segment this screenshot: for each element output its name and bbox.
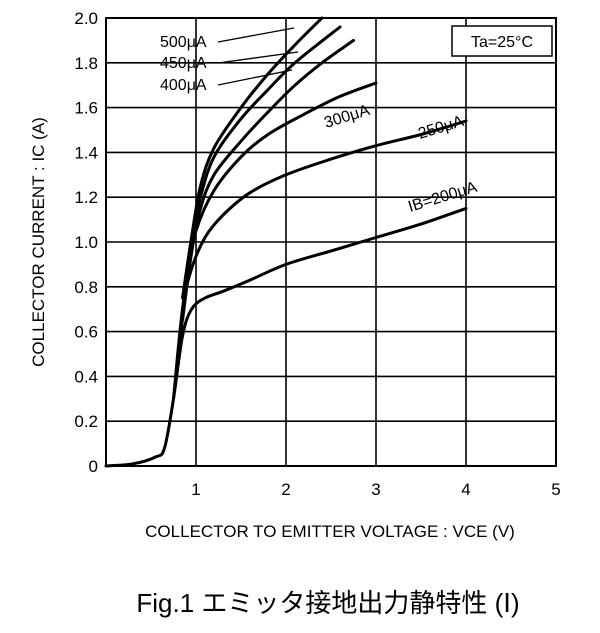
- curve-3: [181, 38, 355, 322]
- leader-line-5: [217, 27, 295, 43]
- leader-line-3: [217, 69, 293, 86]
- grid: [106, 18, 556, 466]
- x-tick-label: 5: [551, 480, 560, 499]
- leader-line-4: [217, 51, 299, 64]
- x-tick-label: 3: [371, 480, 380, 499]
- y-tick-label: 0: [89, 457, 98, 476]
- y-tick-label: 1.0: [74, 233, 98, 252]
- condition-box: Ta=25°C: [451, 25, 553, 57]
- x-axis-title: COLLECTOR TO EMITTER VOLTAGE : VCE (V): [145, 522, 515, 541]
- figure-caption: Fig.1 エミッタ接地出力静特性 (Ⅰ): [136, 588, 519, 618]
- y-tick-label: 0.4: [74, 367, 98, 386]
- x-tick-label: 4: [461, 480, 470, 499]
- curve-1: [172, 119, 468, 401]
- y-tick-label: 1.2: [74, 188, 98, 207]
- curve-label-2: 300μA: [322, 102, 372, 132]
- curve-label-4: 450μA: [160, 55, 207, 72]
- x-tick-label: 1: [191, 480, 200, 499]
- condition-label: Ta=25°C: [471, 34, 533, 51]
- plot-frame: [105, 17, 557, 467]
- curve-label-0: IB=200μA: [406, 179, 479, 216]
- curves: [104, 16, 468, 468]
- y-tick-label: 0.6: [74, 323, 98, 342]
- curve-5: [181, 16, 324, 300]
- y-tick-label: 2.0: [74, 9, 98, 28]
- y-tick-label: 1.8: [74, 54, 98, 73]
- y-tick-label: 1.4: [74, 143, 98, 162]
- y-axis-title: COLLECTOR CURRENT : IC (A): [29, 117, 48, 367]
- curve-label-3: 400μA: [160, 77, 207, 94]
- tick-labels: 1 2 3 4 5 0 0.2 0.4 0.6 0.8 1.0 1.2 1.4 1.6 1.8 2.0: [74, 9, 560, 499]
- y-tick-label: 0.2: [74, 412, 98, 431]
- curve-label-5: 500μA: [160, 34, 207, 51]
- curve-0: [104, 206, 468, 468]
- y-tick-label: 1.6: [74, 99, 98, 118]
- x-tick-label: 2: [281, 480, 290, 499]
- y-tick-label: 0.8: [74, 278, 98, 297]
- curve-label-1: 250μA: [416, 113, 466, 143]
